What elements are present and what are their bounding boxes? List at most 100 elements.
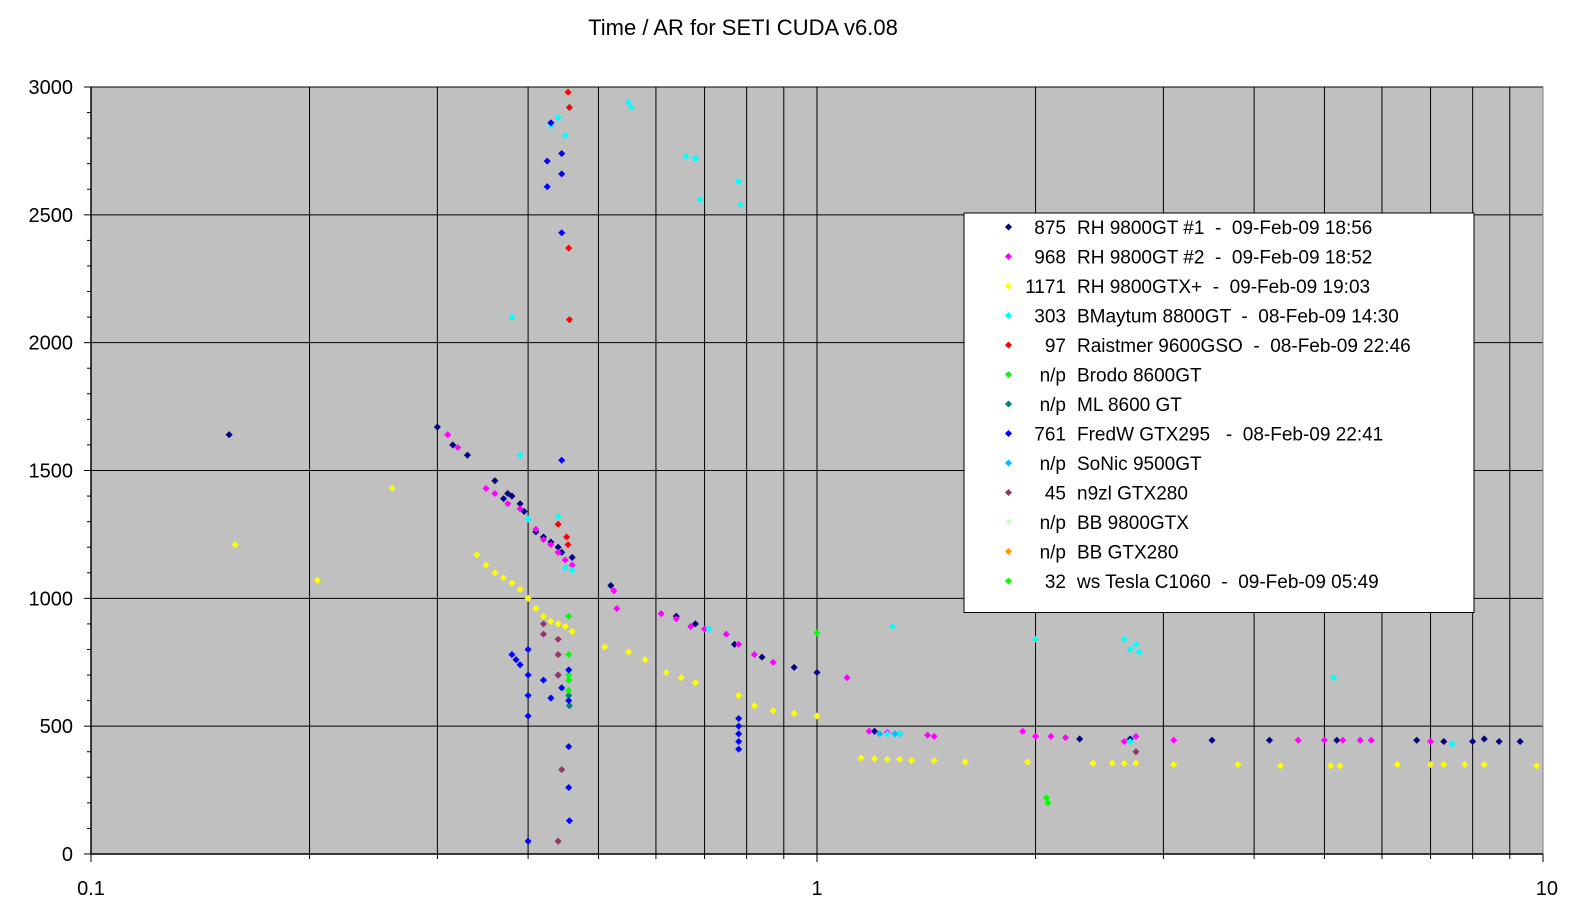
data-point: [565, 676, 573, 684]
data-point: [563, 533, 571, 541]
data-point: [558, 170, 566, 178]
data-point: [547, 694, 555, 702]
data-point: [547, 119, 555, 127]
data-point: [677, 674, 685, 682]
data-point: [737, 201, 745, 209]
legend-marker: [1004, 488, 1013, 497]
data-point: [516, 451, 524, 459]
legend-marker: [1004, 311, 1013, 320]
data-point: [735, 730, 743, 738]
data-point: [539, 620, 548, 628]
data-point: [543, 183, 551, 191]
data-point: [735, 691, 743, 700]
data-point: [735, 178, 743, 186]
legend-label: RH 9800GT #1 - 09-Feb-09 18:56: [1077, 218, 1372, 239]
data-point: [735, 714, 743, 723]
data-point: [524, 712, 532, 720]
chart-title: Time / AR for SETI CUDA v6.08: [588, 15, 898, 40]
data-point: [558, 229, 566, 237]
legend-count: 32: [1045, 572, 1066, 593]
data-point: [561, 132, 569, 140]
data-point: [491, 489, 499, 498]
legend-count: 875: [1034, 218, 1066, 239]
legend-label: Brodo 8600GT: [1077, 366, 1202, 387]
data-point: [735, 640, 743, 648]
data-point: [891, 730, 899, 738]
data-point: [696, 195, 704, 204]
data-point: [561, 564, 569, 572]
legend-count: n/p: [1040, 395, 1066, 416]
data-point: [687, 622, 695, 630]
legend-count: 45: [1045, 484, 1066, 505]
data-point: [499, 574, 508, 582]
data-point: [565, 783, 573, 792]
data-point: [508, 651, 516, 659]
y-tick-label: 3000: [29, 77, 74, 99]
legend-label: ws Tesla C1060 - 09-Feb-09 05:49: [1076, 572, 1379, 593]
data-point: [454, 443, 462, 452]
data-point: [473, 551, 481, 559]
data-point: [313, 576, 321, 584]
data-point: [444, 431, 452, 439]
data-point: [524, 837, 532, 845]
legend-label: FredW GTX295 - 08-Feb-09 22:41: [1077, 425, 1383, 446]
legend-label: BB GTX280: [1077, 543, 1178, 564]
legend-marker: [1004, 282, 1013, 290]
data-point: [524, 671, 532, 679]
data-point: [883, 730, 891, 738]
data-point: [790, 663, 798, 671]
legend-label: BB 9800GTX: [1077, 513, 1189, 534]
legend-count: n/p: [1040, 513, 1066, 534]
data-point: [896, 755, 904, 763]
legend-count: 1171: [1025, 277, 1066, 298]
data-point: [813, 629, 821, 637]
legend-count: 97: [1045, 336, 1066, 357]
data-point: [568, 553, 576, 561]
data-point: [568, 628, 576, 636]
data-point: [565, 666, 573, 674]
data-point: [225, 431, 233, 439]
legend: 875 RH 9800GT #1 - 09-Feb-09 18:56 968 RH 9…: [963, 212, 1475, 613]
data-point: [568, 566, 576, 574]
data-point: [865, 727, 873, 735]
legend-marker: [1004, 577, 1013, 585]
legend-count: n/p: [1040, 454, 1066, 475]
data-point: [705, 625, 713, 633]
data-point: [539, 630, 548, 638]
data-point: [657, 610, 665, 618]
legend-label: RH 9800GT #2 - 09-Feb-09 18:52: [1077, 248, 1372, 269]
data-point: [924, 731, 932, 739]
data-point: [691, 155, 699, 163]
data-point: [516, 505, 524, 513]
data-point: [568, 561, 576, 569]
data-point: [565, 103, 573, 111]
legend-marker: [1004, 223, 1013, 231]
data-point: [750, 702, 758, 710]
data-point: [565, 244, 573, 252]
data-point: [691, 620, 699, 628]
data-point: [554, 620, 562, 628]
data-point: [930, 757, 938, 765]
data-point: [691, 679, 699, 687]
data-point: [547, 541, 555, 549]
data-point: [790, 709, 798, 717]
data-point: [558, 684, 566, 692]
data-point: [565, 702, 573, 710]
data-point: [769, 658, 777, 666]
data-point: [558, 548, 566, 556]
data-point: [565, 691, 573, 700]
y-tick-label: 1500: [29, 461, 74, 483]
legend-label: Raistmer 9600GSO - 08-Feb-09 22:46: [1077, 336, 1411, 357]
data-point: [554, 635, 562, 643]
legend-label: n9zl GTX280: [1077, 484, 1188, 505]
legend-marker: [1004, 370, 1013, 379]
data-point: [543, 157, 551, 165]
data-point: [565, 316, 573, 324]
data-point: [888, 622, 896, 630]
data-point: [482, 561, 490, 569]
data-point: [682, 152, 690, 160]
legend-marker: [1004, 429, 1013, 438]
data-point: [908, 757, 916, 765]
data-point: [731, 640, 739, 648]
